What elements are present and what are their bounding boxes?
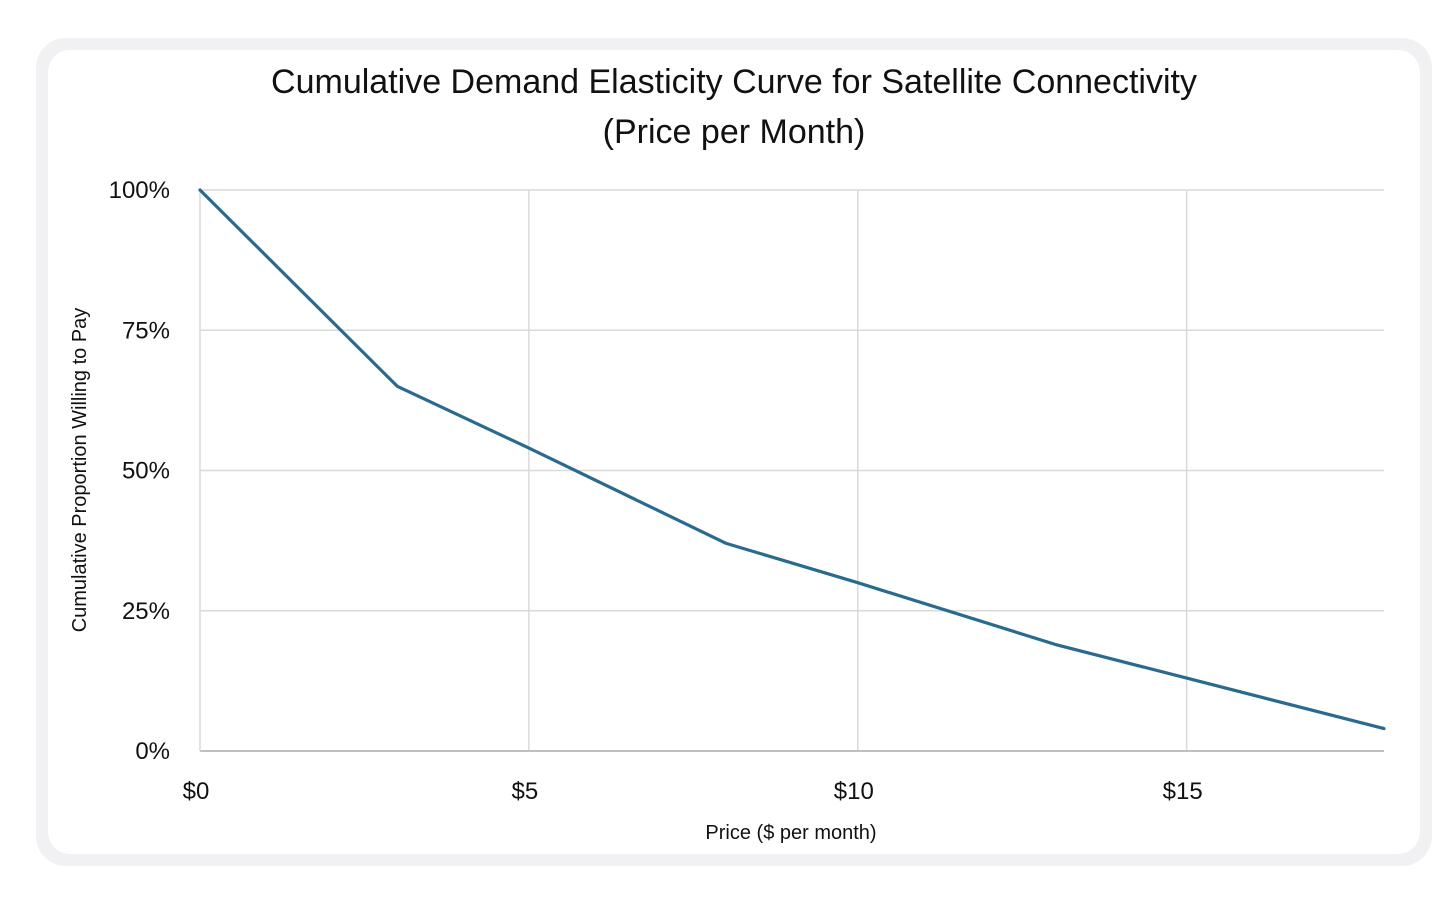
- axes: [199, 190, 1384, 752]
- x-tick-label: $15: [1163, 778, 1203, 805]
- y-tick-label: 75%: [122, 317, 170, 344]
- y-tick-label: 50%: [122, 458, 170, 485]
- x-axis-title: Price ($ per month): [705, 822, 876, 844]
- chart-card: [48, 50, 1420, 854]
- data-series: [198, 188, 1386, 731]
- y-tick-label: 100%: [109, 177, 170, 204]
- x-tick-label: $5: [512, 778, 539, 805]
- chart-title: Cumulative Demand Elasticity Curve for S…: [271, 63, 1197, 151]
- y-axis-title: Cumulative Proportion Willing to Pay: [69, 308, 91, 633]
- gridlines: [200, 189, 1384, 751]
- x-tick-label: $0: [183, 778, 210, 805]
- x-axis-ticks: $0 $5 $10 $15: [183, 778, 1203, 805]
- y-tick-label: 0%: [135, 738, 170, 765]
- x-tick-label: $10: [834, 778, 874, 805]
- chart-title-line-2: (Price per Month): [603, 113, 866, 151]
- chart-title-line-1: Cumulative Demand Elasticity Curve for S…: [271, 63, 1197, 101]
- demand-curve-line: [198, 188, 1386, 731]
- y-tick-label: 25%: [122, 598, 170, 625]
- y-axis-ticks: 0% 25% 50% 75% 100%: [109, 177, 170, 765]
